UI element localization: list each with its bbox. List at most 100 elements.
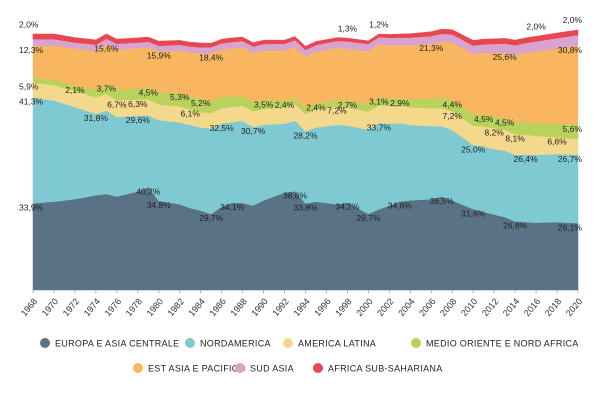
value-label: 3,1% <box>369 96 389 106</box>
x-tick-label: 2002 <box>375 296 396 318</box>
legend-swatch <box>313 363 323 373</box>
x-tick-label: 1970 <box>40 296 61 318</box>
value-label: 2,0% <box>526 22 546 32</box>
legend-swatch <box>185 338 195 348</box>
value-label: 5,6% <box>563 124 583 134</box>
x-tick-label: 1994 <box>291 296 312 318</box>
value-label: 4,5% <box>495 117 515 127</box>
legend-label: SUD ASIA <box>250 363 294 373</box>
value-label: 15,6% <box>94 44 119 54</box>
value-label: 3,5% <box>254 99 274 109</box>
value-label: 7,2% <box>443 111 463 121</box>
value-label: 6,1% <box>181 109 201 119</box>
value-label: 5,9% <box>19 82 39 92</box>
value-label: 32,5% <box>210 123 235 133</box>
value-label: 2,7% <box>338 100 358 110</box>
value-label: 34,2% <box>335 202 360 212</box>
x-tick-label: 1990 <box>249 296 270 318</box>
x-tick-label: 2008 <box>438 296 459 318</box>
x-tick-label: 1972 <box>61 296 82 318</box>
x-tick-label: 2018 <box>543 296 564 318</box>
value-label: 26,8% <box>503 221 528 231</box>
value-label: 31,6% <box>461 208 486 218</box>
value-label: 25,0% <box>461 144 486 154</box>
value-label: 25,6% <box>493 52 518 62</box>
legend-item: AFRICA SUB-SAHARIANA <box>313 363 443 373</box>
legend-swatch <box>411 338 421 348</box>
x-tick-label: 1984 <box>187 296 208 318</box>
value-label: 34,8% <box>147 200 172 210</box>
legend-item: MEDIO ORIENTE E NORD AFRICA <box>411 338 579 348</box>
value-label: 33,8% <box>293 203 318 213</box>
legend-label: MEDIO ORIENTE E NORD AFRICA <box>426 338 579 348</box>
value-label: 2,9% <box>390 98 410 108</box>
x-tick-label: 2012 <box>480 296 501 318</box>
value-label: 1,2% <box>369 19 389 29</box>
value-label: 28,2% <box>293 131 318 141</box>
value-label: 3,7% <box>97 84 117 94</box>
value-label: 38,6% <box>283 190 308 200</box>
value-label: 29,7% <box>199 213 224 223</box>
x-tick-label: 2000 <box>354 296 375 318</box>
value-label: 36,5% <box>430 196 455 206</box>
legend-label: NORDAMERICA <box>200 338 271 348</box>
value-label: 15,9% <box>147 51 172 61</box>
value-label: 33,7% <box>367 122 392 132</box>
value-label: 4,5% <box>139 87 159 97</box>
legend-item: NORDAMERICA <box>185 338 271 348</box>
value-label: 8,2% <box>484 127 504 137</box>
x-tick-label: 1978 <box>124 296 145 318</box>
value-label: 2,0% <box>563 15 583 25</box>
value-label: 2,4% <box>306 103 326 113</box>
value-label: 5,2% <box>191 98 211 108</box>
x-tick-label: 2020 <box>564 296 585 318</box>
legend-item: AMERICA LATINA <box>283 338 376 348</box>
x-tick-label: 1974 <box>82 296 103 318</box>
value-label: 12,3% <box>19 45 44 55</box>
value-label: 2,0% <box>19 19 39 29</box>
value-label: 4,5% <box>474 114 494 124</box>
legend-label: EST ASIA E PACIFICO <box>148 363 246 373</box>
legend-swatch <box>235 363 245 373</box>
legend-item: SUD ASIA <box>235 363 294 373</box>
area <box>32 28 579 51</box>
x-tick-label: 2010 <box>459 296 480 318</box>
value-label: 21,3% <box>419 43 444 53</box>
x-tick-label: 1988 <box>228 296 249 318</box>
x-tick-label: 1996 <box>312 296 333 318</box>
value-label: 6,3% <box>128 99 148 109</box>
value-label: 18,4% <box>199 53 224 63</box>
value-label: 26,4% <box>514 154 539 164</box>
value-label: 29,6% <box>126 115 151 125</box>
x-tick-label: 2004 <box>396 296 417 318</box>
value-label: 5,3% <box>170 92 190 102</box>
legend-item: EUROPA E ASIA CENTRALE <box>40 338 179 348</box>
legend-label: EUROPA E ASIA CENTRALE <box>55 338 179 348</box>
x-tick-label: 1998 <box>333 296 354 318</box>
x-tick-label: 2016 <box>522 296 543 318</box>
value-label: 2,4% <box>275 100 295 110</box>
value-label: 33,9% <box>19 202 44 212</box>
value-label: 34,6% <box>388 201 413 211</box>
value-label: 40,2% <box>136 186 161 196</box>
legend-label: AMERICA LATINA <box>298 338 376 348</box>
legend-label: AFRICA SUB-SAHARIANA <box>328 363 443 373</box>
value-label: 26,1% <box>558 222 583 232</box>
value-label: 29,7% <box>356 213 381 223</box>
x-tick-label: 1982 <box>166 296 187 318</box>
x-tick-label: 2006 <box>417 296 438 318</box>
value-label: 2,1% <box>65 85 85 95</box>
value-label: 26,7% <box>558 154 583 164</box>
x-tick-label: 1992 <box>270 296 291 318</box>
value-label: 6,6% <box>547 136 567 146</box>
value-label: 1,3% <box>338 23 358 33</box>
legend-item: EST ASIA E PACIFICO <box>133 363 246 373</box>
x-tick-label: 1968 <box>19 296 40 318</box>
x-tick-label: 2014 <box>501 296 522 318</box>
value-label: 6,7% <box>107 99 127 109</box>
value-label: 34,1% <box>220 202 245 212</box>
legend-swatch <box>283 338 293 348</box>
value-label: 4,4% <box>443 100 463 110</box>
value-label: 8,1% <box>505 133 525 143</box>
